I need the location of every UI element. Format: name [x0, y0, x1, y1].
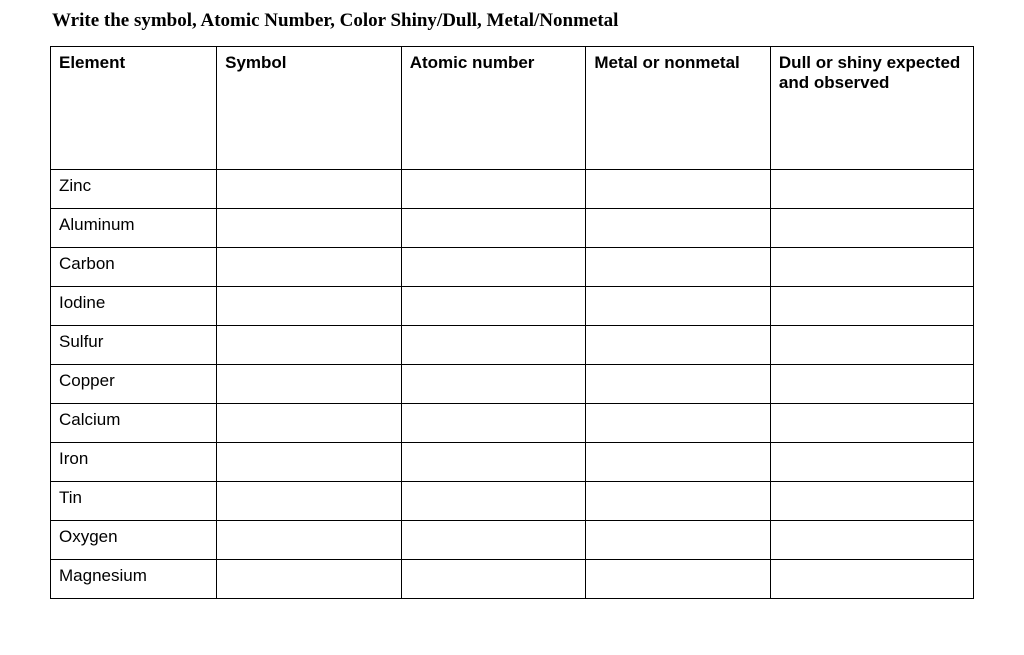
cell-dull-or-shiny [770, 365, 973, 404]
cell-atomic-number [401, 404, 586, 443]
cell-dull-or-shiny [770, 170, 973, 209]
cell-metal-or-nonmetal [586, 404, 771, 443]
col-header-symbol: Symbol [217, 47, 402, 170]
table-header-row: Element Symbol Atomic number Metal or no… [51, 47, 974, 170]
cell-atomic-number [401, 326, 586, 365]
col-header-dull-or-shiny: Dull or shiny expected and observed [770, 47, 973, 170]
cell-dull-or-shiny [770, 443, 973, 482]
instruction-text: Write the symbol, Atomic Number, Color S… [52, 10, 974, 32]
cell-metal-or-nonmetal [586, 209, 771, 248]
table-row: Copper [51, 365, 974, 404]
cell-symbol [217, 209, 402, 248]
cell-dull-or-shiny [770, 287, 973, 326]
cell-metal-or-nonmetal [586, 443, 771, 482]
cell-dull-or-shiny [770, 404, 973, 443]
cell-metal-or-nonmetal [586, 170, 771, 209]
table-body: ZincAluminumCarbonIodineSulfurCopperCalc… [51, 170, 974, 599]
cell-element: Magnesium [51, 560, 217, 599]
cell-dull-or-shiny [770, 248, 973, 287]
cell-element: Iron [51, 443, 217, 482]
elements-table: Element Symbol Atomic number Metal or no… [50, 46, 974, 599]
cell-symbol [217, 482, 402, 521]
table-row: Iron [51, 443, 974, 482]
col-header-element: Element [51, 47, 217, 170]
cell-element: Carbon [51, 248, 217, 287]
cell-atomic-number [401, 443, 586, 482]
cell-element: Sulfur [51, 326, 217, 365]
cell-atomic-number [401, 287, 586, 326]
cell-element: Calcium [51, 404, 217, 443]
cell-symbol [217, 404, 402, 443]
cell-metal-or-nonmetal [586, 560, 771, 599]
cell-atomic-number [401, 248, 586, 287]
cell-dull-or-shiny [770, 209, 973, 248]
cell-atomic-number [401, 482, 586, 521]
cell-metal-or-nonmetal [586, 248, 771, 287]
cell-element: Tin [51, 482, 217, 521]
cell-metal-or-nonmetal [586, 365, 771, 404]
cell-atomic-number [401, 521, 586, 560]
cell-metal-or-nonmetal [586, 482, 771, 521]
table-row: Magnesium [51, 560, 974, 599]
cell-dull-or-shiny [770, 560, 973, 599]
cell-atomic-number [401, 365, 586, 404]
col-header-metal-or-nonmetal: Metal or nonmetal [586, 47, 771, 170]
cell-atomic-number [401, 560, 586, 599]
table-row: Sulfur [51, 326, 974, 365]
cell-atomic-number [401, 209, 586, 248]
table-row: Carbon [51, 248, 974, 287]
cell-symbol [217, 326, 402, 365]
cell-element: Zinc [51, 170, 217, 209]
cell-metal-or-nonmetal [586, 287, 771, 326]
cell-symbol [217, 170, 402, 209]
cell-element: Copper [51, 365, 217, 404]
cell-dull-or-shiny [770, 326, 973, 365]
col-header-atomic-number: Atomic number [401, 47, 586, 170]
cell-element: Aluminum [51, 209, 217, 248]
table-row: Iodine [51, 287, 974, 326]
cell-symbol [217, 521, 402, 560]
cell-dull-or-shiny [770, 482, 973, 521]
table-row: Zinc [51, 170, 974, 209]
cell-symbol [217, 248, 402, 287]
cell-symbol [217, 287, 402, 326]
cell-symbol [217, 365, 402, 404]
cell-metal-or-nonmetal [586, 521, 771, 560]
table-row: Aluminum [51, 209, 974, 248]
cell-element: Iodine [51, 287, 217, 326]
cell-atomic-number [401, 170, 586, 209]
cell-element: Oxygen [51, 521, 217, 560]
cell-symbol [217, 560, 402, 599]
table-row: Tin [51, 482, 974, 521]
table-row: Calcium [51, 404, 974, 443]
cell-dull-or-shiny [770, 521, 973, 560]
worksheet-page: Write the symbol, Atomic Number, Color S… [0, 0, 1024, 639]
cell-metal-or-nonmetal [586, 326, 771, 365]
cell-symbol [217, 443, 402, 482]
table-row: Oxygen [51, 521, 974, 560]
